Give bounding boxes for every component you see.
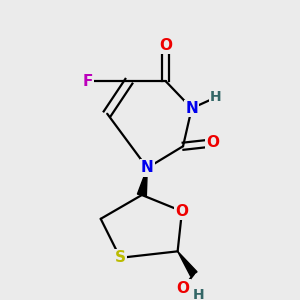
Text: N: N [141, 160, 154, 175]
Text: F: F [82, 74, 93, 89]
Text: S: S [115, 250, 126, 265]
Text: H: H [210, 91, 221, 104]
Polygon shape [137, 168, 147, 196]
Text: O: O [176, 204, 188, 219]
Text: H: H [192, 288, 204, 300]
Text: O: O [206, 136, 219, 151]
Text: N: N [185, 101, 198, 116]
Polygon shape [178, 251, 197, 276]
Text: O: O [176, 281, 190, 296]
Text: O: O [159, 38, 172, 53]
